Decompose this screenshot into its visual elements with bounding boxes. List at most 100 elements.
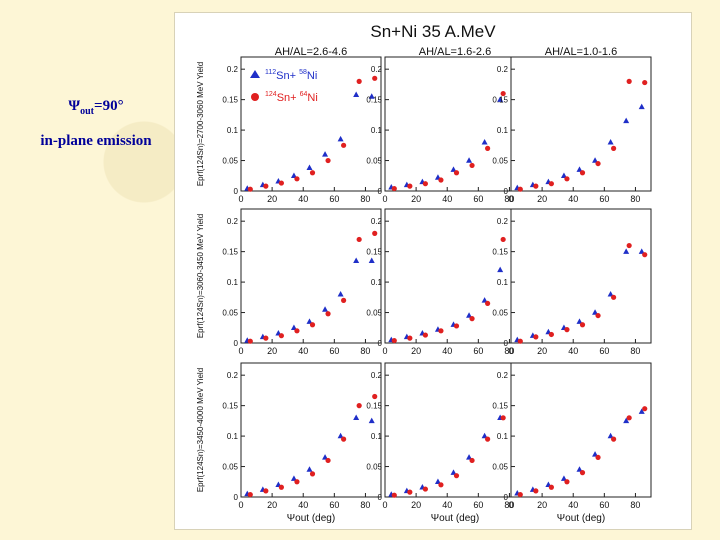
panel-r1c2-point-s2	[469, 162, 475, 169]
panel-r2c1-point-s2	[372, 230, 378, 236]
legend-label-1: 112Sn+ 58Ni	[265, 69, 317, 82]
panel-r1c3-point-s2	[642, 79, 648, 86]
panel-r2c1-xtick-label: 0	[238, 346, 243, 356]
panel-r3c1-point-s2	[309, 471, 316, 477]
panel-r3c3-point-s1	[576, 466, 583, 472]
panel-r2c3-xtick-label: 80	[630, 346, 640, 356]
panel-r2c1-ytick-label: 0.05	[222, 309, 238, 318]
panel-r1c2-xtick-label: 0	[382, 194, 387, 204]
panel-r3c1-point-s2	[372, 393, 378, 400]
panel-r3c1-xtick-label: 20	[267, 500, 277, 510]
panel-r2c2-point-s2	[422, 332, 428, 338]
panel-r2c2-point-s2	[469, 316, 475, 322]
panel-r2c1-point-s2	[325, 311, 331, 317]
panel-r2c1-ytick-label: 0	[234, 339, 239, 348]
chart-title: Sn+Ni 35 A.MeV	[370, 22, 496, 41]
panel-r3c3-point-s1	[560, 475, 567, 481]
panel-r2c2-xtick-label: 0	[382, 346, 387, 356]
panel-r2c2-point-s2	[453, 323, 460, 329]
panel-r1c2-xtick-label: 20	[411, 194, 421, 204]
panel-r1c2-point-s2	[453, 170, 460, 176]
panel-r1c2-ytick-label: 0.05	[366, 157, 382, 166]
panel-r3c3-xtick-label: 20	[537, 500, 547, 510]
panel-r2c2-point-s2	[485, 300, 491, 307]
panel-r1c3-point-s1	[623, 117, 630, 124]
panel-r1c2-ytick-label: 0.15	[366, 96, 382, 105]
panel-r3c3-point-s1	[623, 417, 630, 424]
panel-r1c3-point-s1	[560, 172, 567, 178]
panel-r3c2-point-s1	[434, 478, 441, 484]
panel-r3c1-ytick-label: 0.15	[222, 402, 238, 411]
panel-r3c3-point-s2	[533, 488, 539, 494]
panel-r1c1-ytick-label: 0	[234, 187, 239, 196]
panel-r2c3-frame	[510, 208, 652, 344]
panel-r3c1-xtick-label: 80	[360, 500, 370, 510]
panel-r1c2-point-s1	[481, 138, 488, 145]
panel-r1c1-point-s1	[337, 135, 344, 142]
panel-r2c3-ytick-label: 0.2	[497, 217, 509, 226]
panel-r3c2-point-s2	[469, 457, 475, 464]
panel-r2c3-point-s1	[623, 248, 630, 254]
panel-r1c1-point-s1	[306, 164, 313, 171]
panel-r2c2-point-s1	[481, 297, 488, 303]
panel-r3c1-point-s2	[263, 488, 269, 494]
panel-r3c1-point-s2	[294, 479, 300, 485]
panel-r3c2-xtick-label: 60	[473, 500, 483, 510]
panel-r3c3-point-s2	[595, 454, 601, 461]
panel-r3c3-xtick-label: 0	[508, 500, 513, 510]
panel-r2c3-ytick-label: 0.15	[492, 248, 508, 257]
row-ylabel-2: Eprf(124Sn)=3060-3450 MeV Yield	[196, 214, 205, 338]
panel-r2c2-ytick-label: 0.15	[366, 248, 382, 257]
panel-r1c1-xtick-label: 60	[329, 194, 339, 204]
panel-r2c3-point-s2	[564, 327, 570, 333]
panel-r2c2-point-s2	[500, 236, 506, 243]
column-title-2: AH/AL=1.6-2.6	[419, 46, 491, 58]
panel-r1c1-ytick-label: 0.2	[227, 65, 239, 74]
panel-r2c1-point-s2	[341, 297, 347, 303]
panel-r3c3-point-s2	[548, 484, 554, 490]
panel-r3c2-xlabel: Ψout (deg)	[431, 513, 479, 524]
panel-r3c1-xlabel: Ψout (deg)	[287, 513, 335, 524]
panel-r2c1-frame	[240, 208, 382, 344]
panel-r2c1-point-s1	[353, 257, 360, 263]
legend-marker-circle	[251, 93, 259, 101]
panel-r3c3-point-s1	[592, 451, 599, 457]
panel-r1c1-xtick-label: 0	[238, 194, 243, 204]
panel-r1c1-point-s2	[309, 170, 316, 176]
panel-r1c1-point-s2	[325, 157, 331, 164]
panel-r2c3-ytick-label: 0.05	[492, 309, 508, 318]
chart: Sn+Ni 35 A.MeV AH/AL=2.6-4.6 AH/AL=1.6-2.…	[196, 22, 652, 524]
panel-r3c2-point-s2	[407, 489, 413, 495]
panel-r3c1-ytick-label: 0.1	[227, 432, 239, 441]
panel-r3c1-xtick-label: 0	[238, 500, 243, 510]
panel-r1c2-ytick-label: 0.1	[371, 126, 383, 135]
panel-r1c3-xtick-label: 60	[599, 194, 609, 204]
panel-r2c3-xtick-label: 20	[537, 346, 547, 356]
panel-r3c1-xtick-label: 60	[329, 500, 339, 510]
panel-r1c1-xtick-label: 20	[267, 194, 277, 204]
panel-r1c1-point-s1	[322, 151, 329, 157]
angle-label: Ψout=90°	[22, 98, 170, 117]
column-title-1: AH/AL=2.6-4.6	[275, 46, 347, 58]
panel-r1c3-point-s1	[607, 138, 614, 145]
panel-r1c2-ytick-label: 0.2	[371, 65, 383, 74]
panel-r2c1-xtick-label: 80	[360, 346, 370, 356]
panel-r2c1-point-s2	[263, 335, 269, 341]
panel-r1c2-point-s1	[497, 96, 504, 102]
panel-r1c2-point-s2	[391, 185, 397, 192]
panel-r2c1-xtick-label: 40	[298, 346, 308, 356]
panel-r2c3-point-s1	[592, 309, 599, 315]
panel-r2c1-ytick-label: 0.2	[227, 217, 239, 226]
panel-r1c3-point-s2	[595, 160, 601, 167]
panel-r1c3-point-s2	[533, 183, 539, 189]
panel-r3c3-point-s2	[579, 470, 586, 476]
panel-r1c2-xtick-label: 60	[473, 194, 483, 204]
panel-r3c2-point-s2	[422, 486, 428, 492]
panel-r1c1-ytick-label: 0.1	[227, 126, 239, 135]
panel-r3c2-ytick-label: 0.1	[371, 432, 383, 441]
panel-r1c1-point-s2	[263, 183, 269, 189]
panel-r2c2-xtick-label: 40	[442, 346, 452, 356]
panel-r3c3-point-s2	[517, 491, 523, 498]
panel-r1c1-point-s2	[278, 180, 284, 186]
panel-r2c2-ytick-label: 0.05	[366, 309, 382, 318]
